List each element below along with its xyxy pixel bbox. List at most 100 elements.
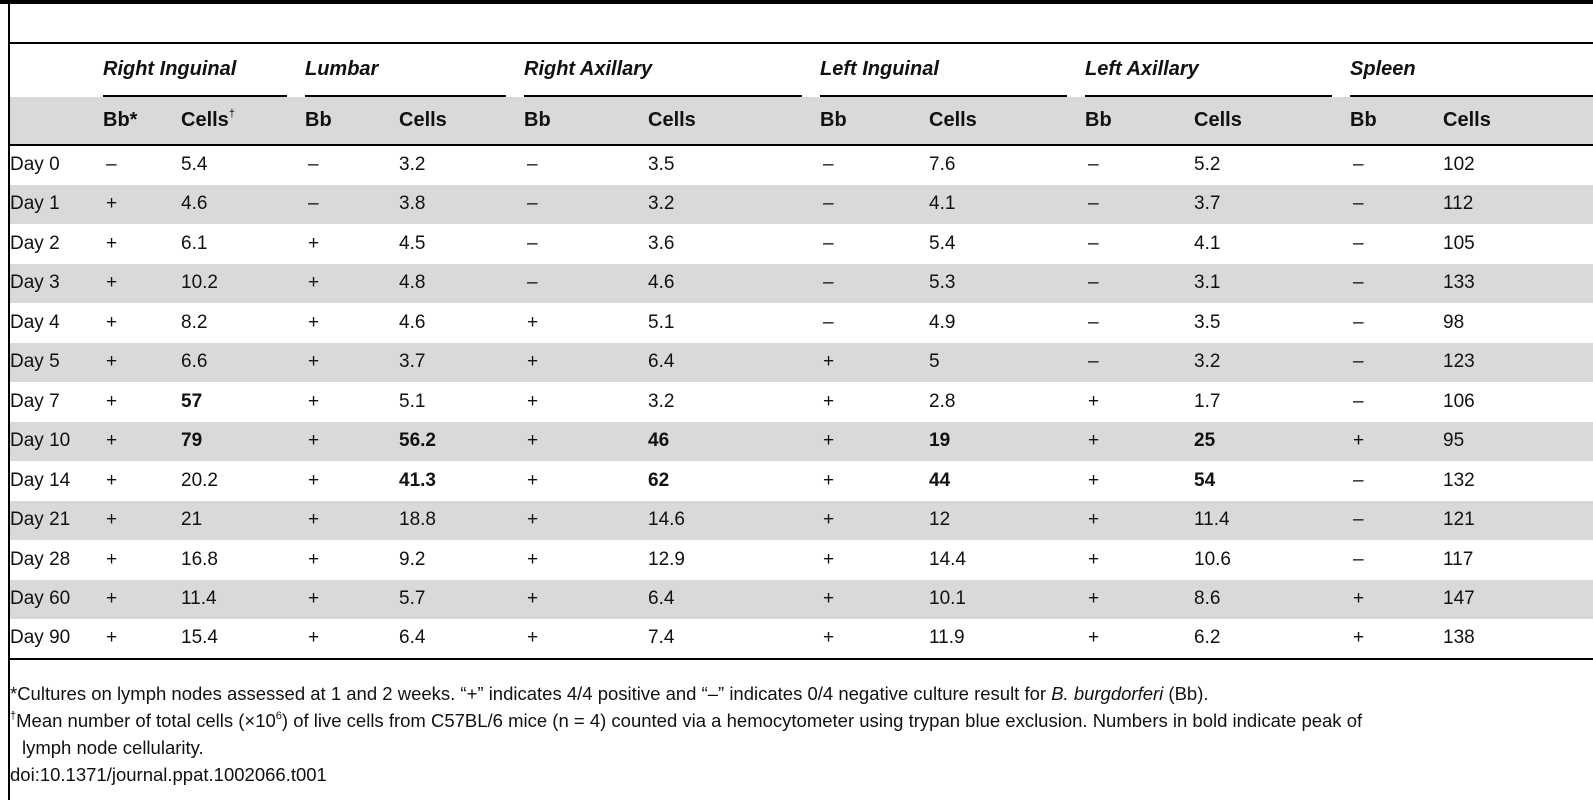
left-border [8,0,10,800]
day-cell: Day 28 [10,548,71,570]
table-row: Day 14 +20.2 +41.3 +62 +44 +54 – 132 [10,461,1593,501]
cells-value: 44 [929,469,951,491]
cells-value: 41.3 [399,469,436,491]
cells-value: 4.6 [399,311,426,333]
group-header: Left Axillary [1085,58,1333,97]
bb-cell: – [1353,272,1364,294]
bb-cell: + [1088,469,1100,491]
table-body: Day 0 – 5.4 – 3.2 – 3.5 – 7.6 – 5.2 – 102 Day 1 +4.6 – 3… [10,145,1593,660]
cells-value: 5.1 [399,390,426,412]
bb-cell: + [308,232,320,254]
cells-value: 3.1 [1194,272,1221,294]
cells-header: Cells [1194,97,1351,146]
cells-value: 46 [648,430,670,452]
bb-cell: – [1088,351,1099,373]
corner-cell [10,42,103,97]
bb-cell: – [1353,351,1364,373]
bb-cell: + [106,232,118,254]
cells-value: 112 [1443,193,1474,215]
bb-cell: + [527,588,539,610]
cells-value: 8.2 [181,311,208,333]
bb-cell: – [1088,272,1099,294]
cells-value: 4.6 [181,193,208,215]
bb-cell: + [106,509,118,531]
bb-cell: + [823,548,835,570]
cells-value: 25 [1194,430,1216,452]
bb-cell: – [1353,232,1364,254]
cells-value: 4.1 [1194,232,1221,254]
bb-cell: + [823,430,835,452]
cells-value: 57 [181,390,203,412]
bb-cell: + [527,548,539,570]
bb-cell: + [106,548,118,570]
bb-cell: + [1088,588,1100,610]
table-row: Day 1 +4.6 – 3.8 – 3.2 – 4.1 – 3.7 – 112 [10,184,1593,224]
cells-value: 5 [929,351,940,373]
bb-cell: + [106,272,118,294]
cells-value: 16.8 [181,548,218,570]
cells-value: 6.4 [648,351,675,373]
footnote-culture: *Cultures on lymph nodes assessed at 1 a… [10,683,1209,704]
day-cell: Day 7 [10,390,60,412]
doi-line: doi:10.1371/journal.ppat.1002066.t001 [10,764,327,785]
cells-value: 7.4 [648,619,820,660]
cells-value: 3.2 [399,154,426,176]
bb-cell: + [106,390,118,412]
cells-value: 5.4 [929,232,956,254]
bb-cell: + [305,619,399,660]
day-cell: Day 10 [10,430,71,452]
table-row: Day 10 +79 +56.2 +46 +19 +25 +95 [10,421,1593,461]
cells-value: 18.8 [399,509,436,531]
cells-value: 12 [929,509,951,531]
day-cell: Day 14 [10,469,71,491]
cells-value: 11.9 [929,619,1086,660]
bb-cell: – [1353,509,1364,531]
cells-value: 56.2 [399,430,436,452]
table-row: Day 3 +10.2 +4.8 – 4.6 – 5.3 – 3.1 – 133 [10,263,1593,303]
table-row: Day 0 – 5.4 – 3.2 – 3.5 – 7.6 – 5.2 – 102 [10,145,1593,185]
cells-value: 4.5 [399,232,426,254]
cells-value: 6.2 [1194,619,1351,660]
bb-cell: – [308,193,319,215]
bb-cell: – [1088,311,1099,333]
bb-cell: + [823,469,835,491]
table-row: Day 4 +8.2 +4.6 +5.1 – 4.9 – 3.5 – 98 [10,303,1593,343]
bb-cell: – [1353,311,1364,333]
footnote-cells-cont: lymph node cellularity. [22,737,204,758]
cells-value: 102 [1443,154,1475,176]
cells-header: Cells [648,97,820,146]
cells-value: 7.6 [929,154,956,176]
cells-value: 6.4 [648,588,675,610]
cells-value: 1.7 [1194,390,1221,412]
cells-value: 14.6 [648,509,685,531]
bb-cell: – [823,193,834,215]
bb-cell: + [823,390,835,412]
day-cell: Day 1 [10,193,60,215]
bb-cell: + [527,311,539,333]
cells-value: 2.8 [929,390,956,412]
lymph-node-table: Right Inguinal Lumbar Right Axillary Lef… [10,42,1593,660]
cells-value: 5.4 [181,154,208,176]
sub-header-row: Bb* Cells† Bb Cells Bb Cells Bb Cells Bb Cells Bb C… [10,97,1593,146]
bb-cell: + [308,272,320,294]
bb-cell: + [308,390,320,412]
bb-cell: + [106,430,118,452]
group-header: Left Inguinal [820,58,1068,97]
bb-header: Bb [820,97,929,146]
bb-cell: + [106,588,118,610]
species-name: B. burgdorferi [1051,683,1164,704]
cells-value: 6.4 [399,619,524,660]
table-row: Day 21 +21 +18.8 +14.6 +12 +11.4 – 121 [10,500,1593,540]
bb-cell: + [1085,619,1195,660]
footnotes: *Cultures on lymph nodes assessed at 1 a… [10,680,1590,788]
day-cell: Day 5 [10,351,60,373]
cells-value: 3.2 [648,390,675,412]
bb-cell: – [823,154,834,176]
cells-value: 117 [1443,548,1474,570]
cells-value: 15.4 [181,619,305,660]
cells-value: 95 [1443,430,1465,452]
bb-cell: – [1353,193,1364,215]
group-header: Lumbar [305,58,506,97]
cells-value: 11.4 [181,588,217,610]
bb-cell: + [820,619,929,660]
